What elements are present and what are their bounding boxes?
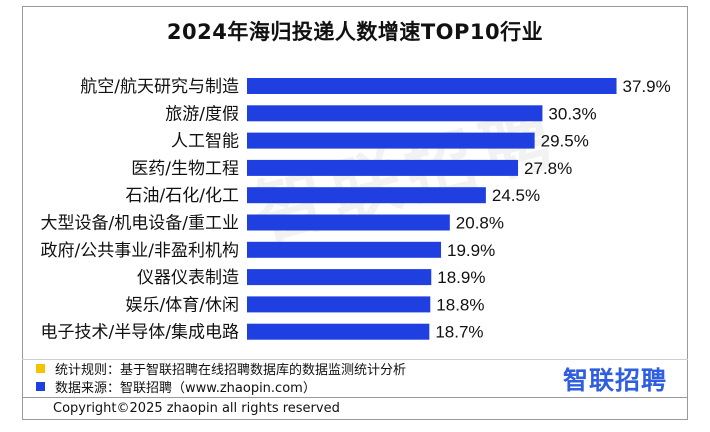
value-label: 24.5% bbox=[492, 186, 540, 205]
note-rule: 统计规则：基于智联招聘在线招聘数据库的数据监测统计分析 bbox=[36, 359, 406, 378]
bar bbox=[247, 78, 617, 94]
chart-frame bbox=[22, 6, 688, 420]
category-label: 仪器仪表制造 bbox=[137, 268, 239, 288]
footer-divider bbox=[22, 359, 688, 360]
category-label: 政府/公共事业/非盈利机构 bbox=[41, 241, 239, 261]
rule-swatch bbox=[36, 364, 45, 373]
bar bbox=[247, 105, 543, 122]
category-label: 娱乐/体育/休闲 bbox=[126, 295, 239, 315]
note-source-text: 数据来源：智联招聘（www.zhaopin.com） bbox=[55, 381, 316, 396]
category-label: 航空/航天研究与制造 bbox=[80, 77, 239, 97]
copyright-divider bbox=[22, 397, 688, 398]
category-label: 石油/石化/化工 bbox=[126, 186, 239, 206]
bar bbox=[247, 296, 431, 313]
value-label: 18.8% bbox=[436, 295, 484, 314]
value-label: 19.9% bbox=[447, 241, 495, 260]
bar bbox=[247, 323, 430, 340]
zhaopin-logo: 智联招聘 bbox=[563, 366, 668, 395]
note-rule-text: 统计规则：基于智联招聘在线招聘数据库的数据监测统计分析 bbox=[55, 363, 407, 378]
value-label: 27.8% bbox=[524, 159, 572, 178]
category-label: 医药/生物工程 bbox=[131, 159, 239, 179]
bar bbox=[247, 132, 535, 149]
chart-title: 2024年海归投递人数增速TOP10行业 bbox=[166, 20, 544, 44]
value-label: 29.5% bbox=[541, 132, 589, 151]
bar bbox=[247, 269, 432, 286]
bar bbox=[247, 187, 486, 204]
value-label: 30.3% bbox=[548, 104, 596, 123]
value-label: 37.9% bbox=[623, 77, 671, 96]
category-label: 电子技术/半导体/集成电路 bbox=[41, 323, 239, 343]
category-label: 人工智能 bbox=[171, 132, 239, 152]
bar bbox=[247, 214, 450, 231]
value-label: 18.7% bbox=[435, 323, 483, 342]
source-swatch bbox=[36, 382, 45, 391]
bar bbox=[247, 159, 519, 176]
value-label: 20.8% bbox=[456, 214, 504, 233]
note-source: 数据来源：智联招聘（www.zhaopin.com） bbox=[36, 377, 316, 396]
category-label: 旅游/度假 bbox=[165, 104, 239, 124]
copyright-text: Copyright©2025 zhaopin all rights reserv… bbox=[53, 401, 340, 416]
value-label: 18.9% bbox=[437, 268, 485, 287]
bar bbox=[247, 241, 442, 258]
category-label: 大型设备/机电设备/重工业 bbox=[41, 214, 239, 234]
